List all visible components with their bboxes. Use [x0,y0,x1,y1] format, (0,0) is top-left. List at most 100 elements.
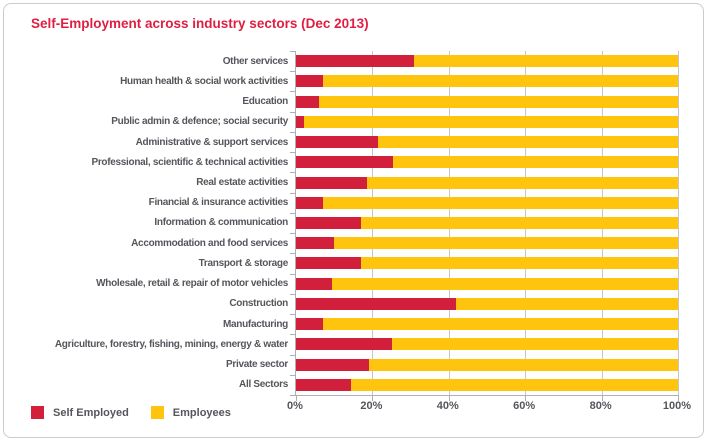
category-label: All Sectors [239,379,288,391]
y-axis-tick [290,293,296,295]
stacked-bar [296,277,678,290]
stacked-bar [296,318,678,331]
self-employed-segment [296,55,415,68]
bar-row [296,172,678,192]
stacked-bar [296,257,678,270]
x-axis-tick [448,395,450,401]
stacked-bar [296,136,678,149]
employees-segment [360,257,678,270]
bar-row [296,112,678,132]
y-axis-tick [290,152,296,154]
employees-segment [322,75,678,88]
stacked-bar [296,237,678,250]
self-employed-segment [296,277,333,290]
x-tick-label: 80% [589,400,612,412]
bar-row [296,132,678,152]
chart-panel: Self-Employment across industry sectors … [3,3,704,438]
employees-segment [456,297,678,310]
bar-row [296,152,678,172]
y-axis-tick [290,212,296,214]
self-employed-segment [296,95,319,108]
employees-legend-label: Employees [172,406,231,419]
stacked-bar [296,358,678,371]
category-label: Human health & social work activities [120,75,288,87]
employees-segment [414,55,678,68]
stacked-bar [296,176,678,189]
category-label: Real estate activities [196,177,288,189]
y-axis-tick [290,111,296,113]
y-axis-tick [290,172,296,174]
x-tick-label: 0% [287,400,303,412]
stacked-bar [296,55,678,68]
y-axis-tick [290,51,296,52]
x-tick-label: 20% [360,400,383,412]
category-label: Administrative & support services [135,136,289,148]
plot-area [290,51,679,401]
gridline [678,51,679,395]
y-axis-tick [290,91,296,93]
bar-row [296,71,678,91]
x-tick-label: 60% [513,400,536,412]
y-axis-tick [290,253,296,255]
self-employed-segment [296,196,323,209]
self-employed-swatch-icon [31,406,44,419]
category-label: Other services [222,55,289,67]
bar-row [296,274,678,294]
y-axis-tick [290,71,296,73]
self-employed-segment [296,176,367,189]
x-axis-tick [525,395,527,401]
y-axis-tick [290,334,296,336]
bar-row [296,334,678,354]
self-employed-segment [296,257,361,270]
x-axis-labels: 0% 20% 40% 60% 80% 100% [287,400,691,416]
self-employed-segment [296,136,379,149]
bar-row [296,193,678,213]
category-label: Wholesale, retail & repair of motor vehi… [96,278,288,290]
self-employed-segment [296,216,361,229]
stacked-bar [296,378,678,391]
stacked-bar [296,216,678,229]
employees-swatch-icon [150,406,164,419]
y-axis-tick [290,314,296,316]
chart-title: Self-Employment across industry sectors … [31,16,369,31]
y-axis-tick [290,395,296,396]
self-employed-segment [296,378,352,391]
category-label: Transport & storage [198,257,289,269]
y-axis-tick [290,192,296,194]
category-label: Private sector [226,359,288,371]
category-label: Information & communication [154,217,288,229]
category-label: Construction [229,298,288,310]
category-label: Professional, scientific & technical act… [91,156,288,168]
y-axis-tick [290,374,296,376]
category-label: Accommodation and food services [131,237,288,249]
self-employed-segment [296,156,394,169]
y-axis-tick [290,273,296,275]
self-employed-segment [296,115,304,128]
employees-segment [334,237,678,250]
self-employed-segment [296,318,323,331]
employees-segment [318,95,678,108]
employees-segment [303,115,678,128]
self-employed-segment [296,75,323,88]
self-employed-segment [296,297,457,310]
x-axis-tick [601,395,603,401]
category-label: Public admin & defence; social security [111,116,288,128]
x-axis-tick [372,395,374,401]
employees-segment [393,156,678,169]
category-labels: Other services Human health & social work… [18,51,295,395]
y-axis-tick [290,233,296,235]
x-tick-label: 40% [436,400,459,412]
y-axis-tick [290,354,296,356]
self-employed-segment [296,237,335,250]
x-axis-tick [296,395,297,401]
self-employed-segment [296,358,369,371]
employees-segment [378,136,678,149]
bar-row [296,253,678,273]
self-employed-segment [296,338,392,351]
bar-row [296,375,678,395]
bar-row [296,314,678,334]
category-label: Manufacturing [223,318,288,330]
y-axis-tick [290,131,296,133]
employees-segment [332,277,678,290]
bar-row [296,91,678,111]
